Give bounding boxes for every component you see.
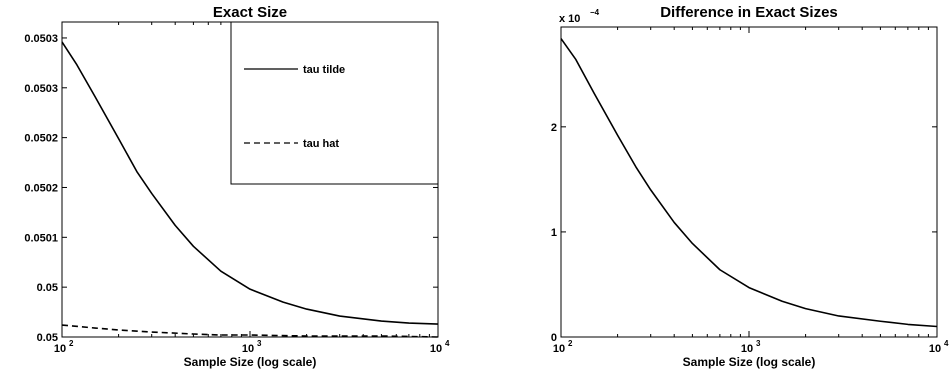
left-y-tick-label: 0.0503 — [24, 83, 58, 95]
scale-factor-base: x 10 — [559, 13, 580, 25]
right-series-group — [560, 38, 938, 328]
left-x-tick-label: 10 — [242, 343, 254, 355]
right-x-tick-exponent: 3 — [756, 339, 761, 348]
scale-factor-exponent: −4 — [590, 8, 600, 17]
left-chart-title: Exact Size — [213, 4, 287, 21]
right-x-tick-exponent: 4 — [944, 339, 949, 348]
right-y-tick-label: 1 — [551, 227, 557, 239]
left-series-line-tau-tilde — [61, 41, 439, 325]
right-y-tick-label: 0 — [551, 332, 557, 344]
left-x-ticks: 10 2 10 3 10 4 — [54, 22, 450, 355]
legend-label-tau-tilde: tau tilde — [303, 64, 345, 76]
left-y-tick-label: 0.05 — [37, 282, 58, 294]
chart-left: Exact Size 0.050.050.05010.05020.05020.0… — [24, 4, 450, 369]
left-y-tick-label: 0.0503 — [24, 33, 58, 45]
left-y-ticks: 0.05 0.05 0.0501 0.0502 0.0502 0.0503 0.0503 — [24, 33, 438, 344]
right-series-line-0 — [560, 38, 938, 328]
right-x-tick-exponent: 2 — [568, 339, 573, 348]
right-chart-title: Difference in Exact Sizes — [660, 4, 838, 21]
right-x-tick-label: 10 — [741, 343, 753, 355]
right-x-axis-label: Sample Size (log scale) — [683, 355, 816, 369]
left-x-tick-exponent: 2 — [69, 339, 74, 348]
left-y-tick-label: 0.0501 — [24, 232, 58, 244]
left-y-tick-label: 0.05 — [37, 332, 58, 344]
right-scale-factor: x 10 −4 — [559, 8, 600, 25]
left-series-line-tau-hat — [61, 324, 439, 338]
right-x-tick-label: 10 — [929, 343, 941, 355]
right-x-ticks: 10 2 10 3 10 4 — [553, 27, 949, 355]
left-y-tick-label: 0.0502 — [24, 133, 58, 145]
legend-label-tau-hat: tau hat — [303, 138, 339, 150]
left-x-tick-exponent: 3 — [257, 339, 262, 348]
right-x-tick-label: 10 — [553, 343, 565, 355]
left-x-tick-label: 10 — [430, 343, 442, 355]
right-y-tick-label: 2 — [551, 122, 557, 134]
legend-box — [230, 21, 439, 185]
right-plot-frame — [560, 26, 938, 338]
left-legend: tau tilde tau hat — [230, 21, 439, 185]
left-y-tick-label: 0.0502 — [24, 182, 58, 194]
right-y-ticks: 0 1 2 — [551, 122, 937, 344]
left-x-tick-label: 10 — [54, 343, 66, 355]
left-series-group — [61, 41, 439, 338]
left-x-tick-exponent: 4 — [445, 339, 450, 348]
chart-right: Difference in Exact Sizes x 10 −4 0 1 2 10… — [551, 4, 949, 369]
left-x-axis-label: Sample Size (log scale) — [184, 355, 317, 369]
